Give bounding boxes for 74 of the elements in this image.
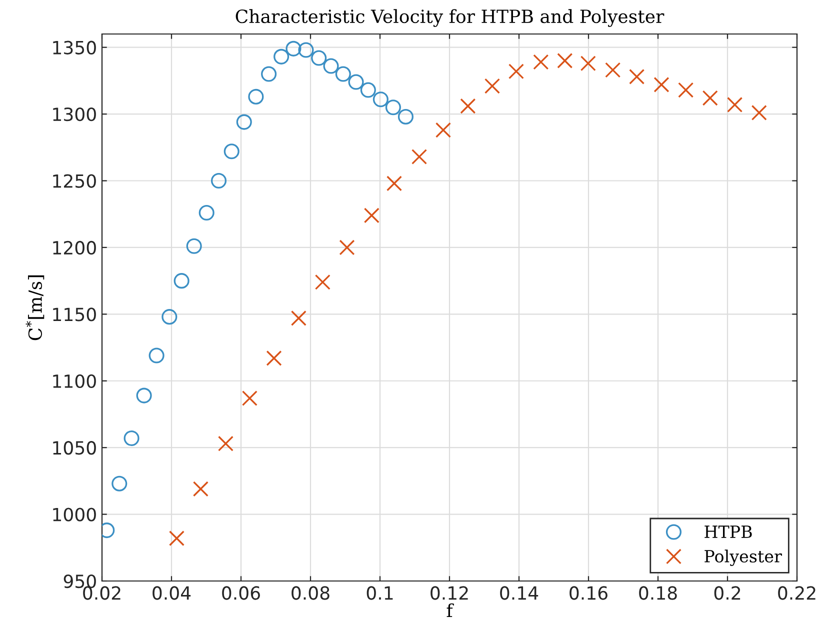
point [192, 481, 208, 497]
point [261, 66, 277, 82]
y-tick-label: 1300 [53, 108, 96, 122]
point [629, 68, 645, 84]
x-tick-label: 0.2 [714, 586, 740, 600]
point [198, 204, 214, 221]
point [136, 388, 152, 404]
point [323, 58, 339, 74]
point [148, 348, 164, 364]
point [112, 476, 128, 492]
point [702, 90, 718, 106]
point [654, 76, 670, 92]
point [236, 114, 252, 130]
point [274, 48, 290, 64]
point [210, 172, 227, 189]
point [174, 273, 190, 289]
point [124, 430, 140, 446]
point [314, 274, 330, 290]
x-tick-label: 0.06 [222, 586, 260, 600]
legend-label: Polyester [704, 550, 782, 566]
y-tick-label: 1050 [53, 441, 96, 455]
point [385, 100, 401, 116]
point [484, 78, 500, 94]
point [386, 176, 402, 192]
point [435, 122, 452, 138]
point [286, 40, 302, 56]
x-tick-label: 0.18 [639, 586, 677, 600]
y-tick-label: 1100 [53, 374, 96, 388]
point [557, 52, 573, 68]
point [398, 108, 414, 124]
x-tick-label: 0.22 [778, 586, 816, 600]
point [580, 56, 596, 72]
point [298, 42, 314, 58]
x-tick-label: 0.12 [430, 586, 468, 600]
point [224, 144, 240, 160]
point [242, 390, 258, 406]
point [335, 66, 351, 82]
point [218, 436, 234, 452]
point [290, 310, 306, 326]
point [678, 82, 694, 98]
point [162, 309, 178, 325]
point [508, 64, 524, 80]
point [533, 54, 549, 70]
y-tick-label: 1150 [53, 308, 96, 322]
point [348, 74, 364, 90]
chart-title: Characteristic Velocity for HTPB and Polyester [236, 9, 664, 27]
point [339, 240, 355, 256]
point [311, 50, 327, 66]
x-tick-label: 0.16 [570, 586, 608, 600]
x-tick-label: 0.04 [152, 586, 191, 600]
y-axis-title: C$^{*}$[m/s] [26, 275, 44, 340]
y-tick-label: 1200 [53, 240, 96, 255]
point [727, 96, 743, 112]
x-axis-title: f [446, 603, 454, 618]
point [372, 92, 388, 108]
y-tick-label: 1000 [53, 508, 96, 522]
point [248, 88, 264, 104]
point [364, 208, 380, 224]
point [751, 104, 767, 120]
y-tick-label: 950 [64, 574, 96, 588]
x-tick-label: 0.08 [292, 586, 330, 600]
point [186, 238, 202, 254]
point [605, 62, 621, 78]
point [411, 148, 428, 165]
x-tick-label: 0.02 [83, 586, 120, 600]
point [168, 530, 184, 546]
point [266, 350, 282, 366]
x-tick-label: 0.14 [500, 586, 538, 600]
y-tick-label: 1350 [53, 40, 96, 54]
legend-label: HTPB [704, 526, 752, 538]
y-tick-label: 1250 [53, 174, 96, 188]
point [360, 82, 376, 98]
point [460, 98, 476, 114]
x-tick-label: 0.1 [366, 586, 393, 600]
